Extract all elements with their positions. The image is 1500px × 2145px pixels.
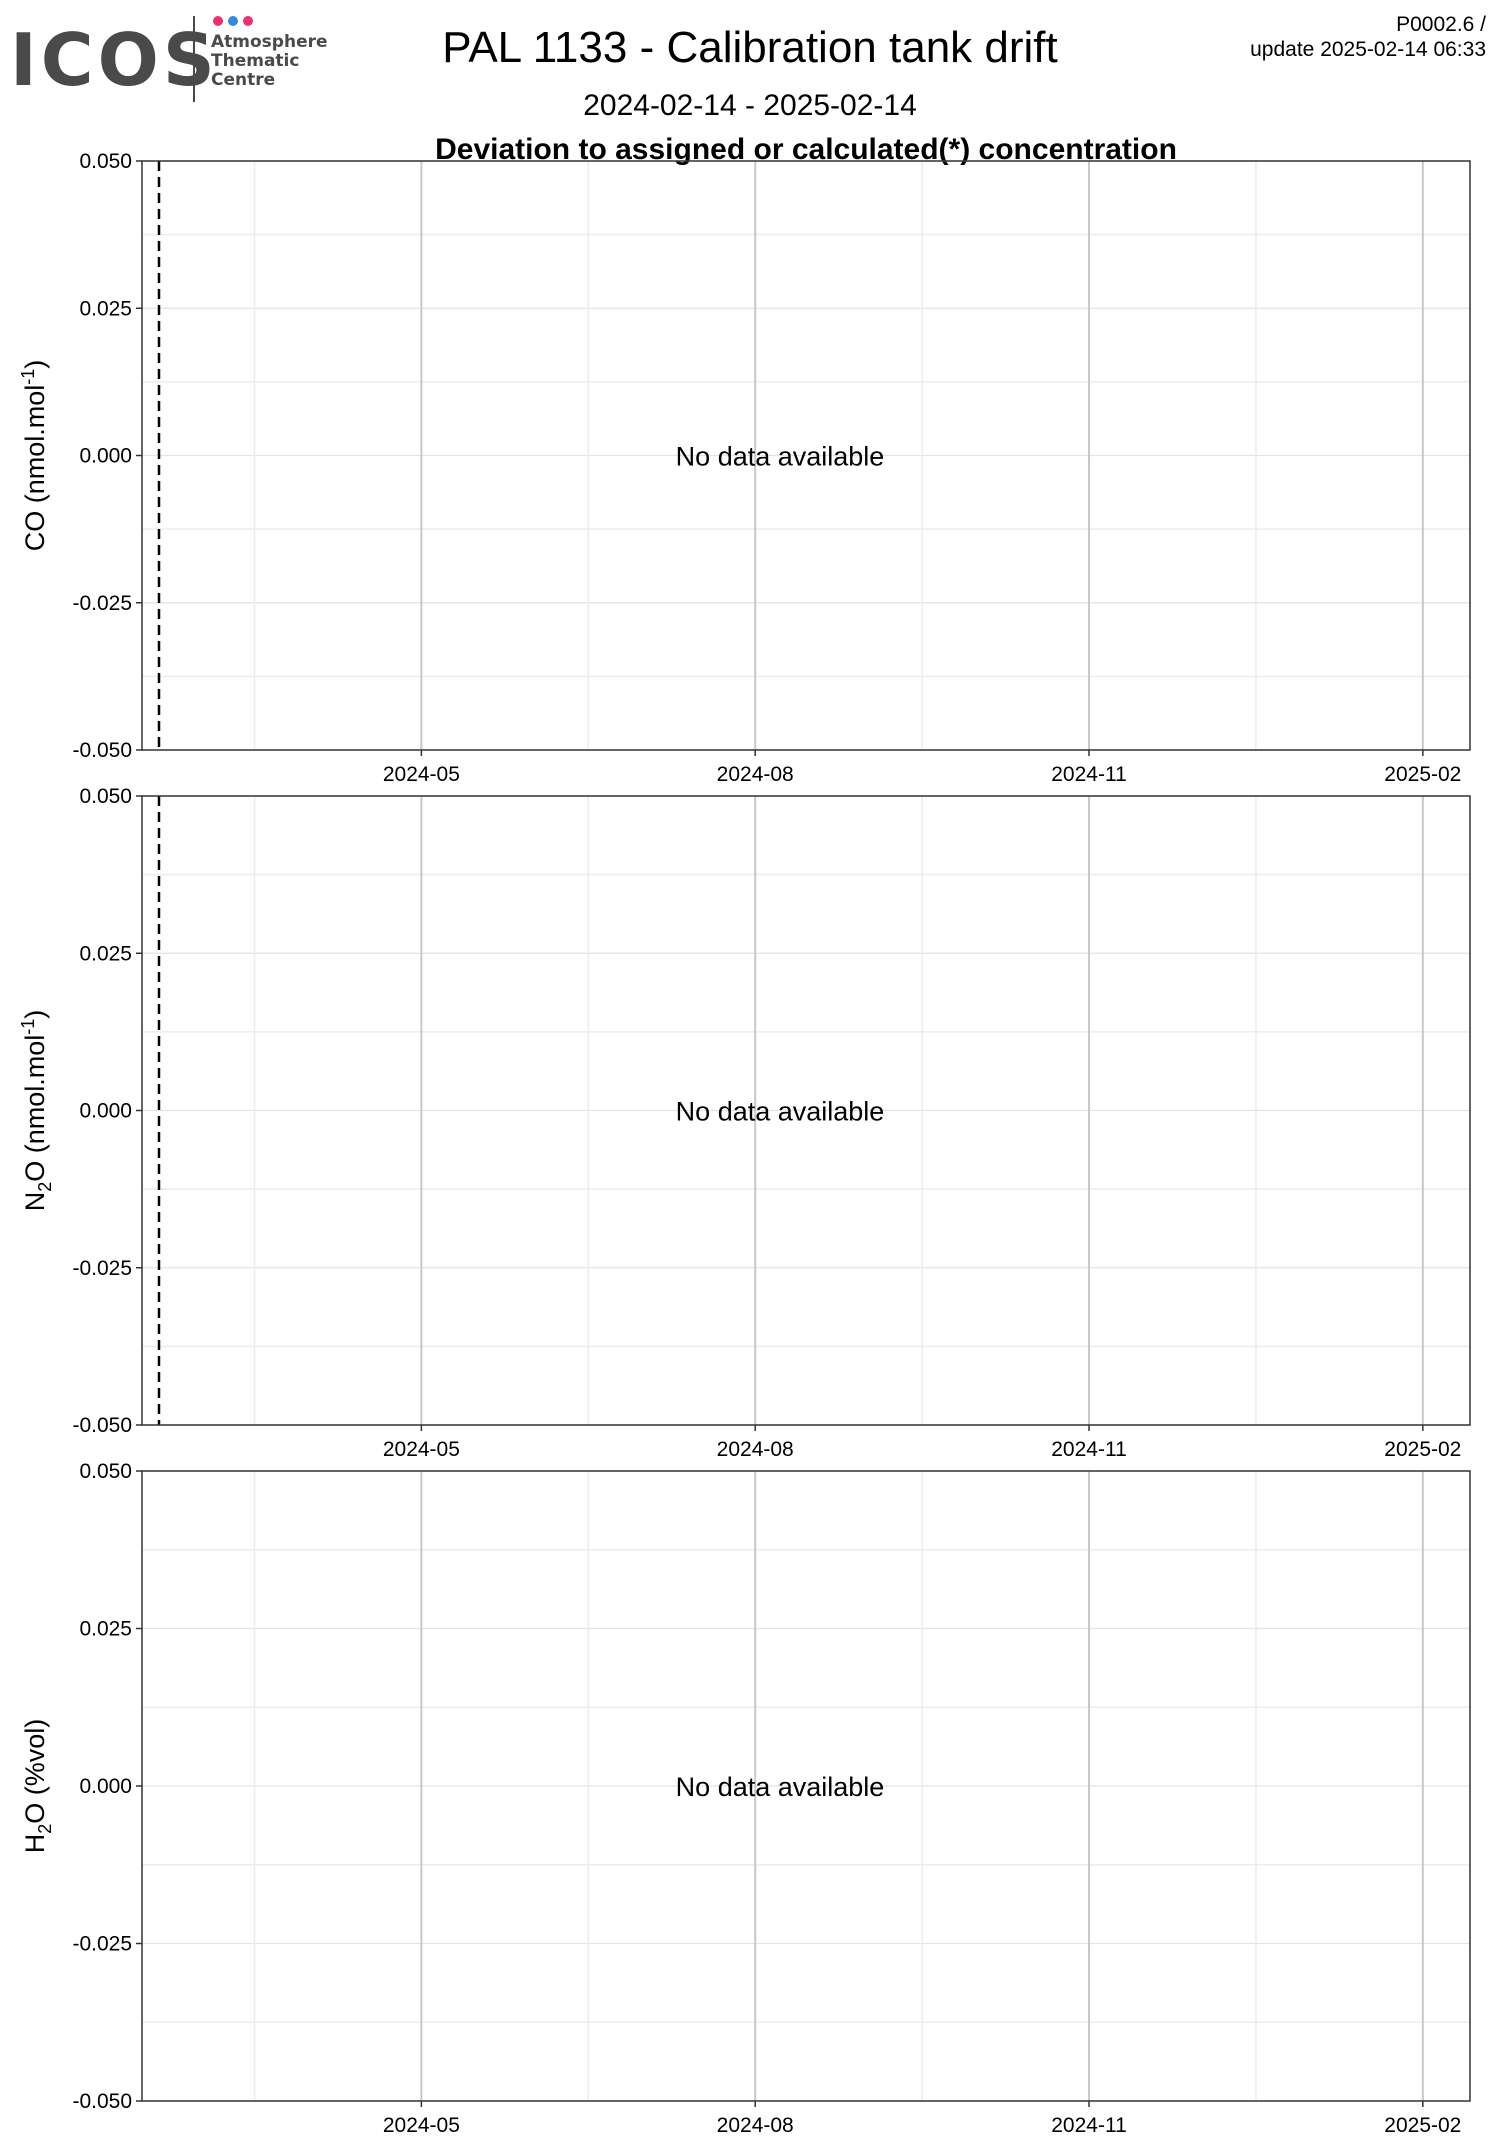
y-tick-label: -0.050 — [72, 1414, 132, 1437]
logo-sub-1: Atmosphere — [211, 32, 328, 52]
logo-divider — [193, 16, 195, 102]
y-tick-label: 0.025 — [79, 942, 132, 965]
x-tick-label: 2025-02 — [1384, 2114, 1461, 2137]
y-tick-label: 0.050 — [79, 1460, 132, 1483]
x-tick-label: 2024-11 — [1051, 763, 1127, 786]
logo-dot-1 — [213, 16, 223, 26]
logo-wordmark: ICOS — [10, 18, 219, 102]
chart-panel-1: 0.050 0.025 0.000 -0.025 -0.050 2024-05 2024-0… — [18, 150, 1471, 786]
x-tick-label: 2024-08 — [717, 2114, 794, 2137]
y-tick-label: -0.025 — [72, 1257, 132, 1280]
chart-panel-3: 0.050 0.025 0.000 -0.025 -0.050 2024-05 2024-0… — [20, 1460, 1471, 2137]
chart-panel-2: 0.050 0.025 0.000 -0.025 -0.050 2024-05 2024-0… — [18, 785, 1471, 1461]
y-tick-label: 0.000 — [79, 1775, 132, 1798]
x-tick-label: 2024-05 — [383, 763, 460, 786]
x-tick-label: 2024-08 — [717, 763, 794, 786]
no-data-annotation: No data available — [676, 442, 885, 472]
y-axis-label: H2O (%vol) — [20, 1719, 55, 1854]
x-tick-label: 2025-02 — [1384, 763, 1461, 786]
chart-title: PAL 1133 - Calibration tank drift — [442, 23, 1058, 72]
logo-dot-2 — [228, 16, 238, 26]
update-line: update 2025-02-14 06:33 — [1250, 38, 1486, 61]
x-tick-label: 2024-11 — [1051, 1438, 1127, 1461]
y-tick-label: 0.050 — [79, 785, 132, 808]
y-axis-label: N2O (nmol.mol-1) — [18, 1010, 55, 1212]
version-info: P0002.6 / update 2025-02-14 06:33 — [1250, 12, 1486, 62]
x-tick-label: 2024-11 — [1051, 2114, 1127, 2137]
date-range-subtitle: 2024-02-14 - 2025-02-14 — [583, 89, 917, 122]
x-tick-label: 2024-05 — [383, 1438, 460, 1461]
y-tick-label: -0.025 — [72, 1933, 132, 1956]
logo-sub-2: Thematic — [211, 51, 299, 71]
version-line: P0002.6 / — [1396, 13, 1486, 36]
icos-logo: ICOS Atmosphere Thematic Centre — [10, 16, 328, 102]
y-axis-label: CO (nmol.mol-1) — [18, 360, 50, 552]
y-tick-label: 0.025 — [79, 297, 132, 320]
no-data-annotation: No data available — [676, 1097, 885, 1127]
y-tick-label: 0.050 — [79, 150, 132, 173]
y-tick-label: -0.025 — [72, 592, 132, 615]
x-tick-label: 2024-08 — [717, 1438, 794, 1461]
y-tick-label: 0.025 — [79, 1618, 132, 1641]
y-tick-label: -0.050 — [72, 739, 132, 762]
x-tick-label: 2025-02 — [1384, 1438, 1461, 1461]
logo-sub-3: Centre — [211, 70, 275, 90]
y-tick-label: 0.000 — [79, 445, 132, 468]
x-tick-label: 2024-05 — [383, 2114, 460, 2137]
logo-dot-3 — [243, 16, 253, 26]
y-tick-label: -0.050 — [72, 2090, 132, 2113]
y-tick-label: 0.000 — [79, 1100, 132, 1123]
no-data-annotation: No data available — [676, 1772, 885, 1802]
